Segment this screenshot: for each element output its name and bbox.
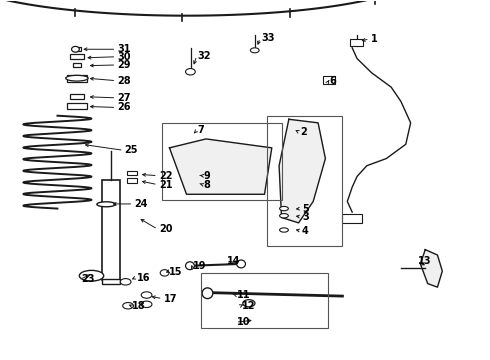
- Ellipse shape: [250, 48, 259, 53]
- Text: 8: 8: [203, 180, 211, 190]
- Bar: [73, 47, 81, 51]
- Ellipse shape: [122, 302, 133, 309]
- Bar: [162, 123, 282, 200]
- Bar: [323, 76, 335, 84]
- Ellipse shape: [237, 260, 245, 268]
- Bar: [350, 39, 364, 46]
- Bar: [343, 214, 362, 223]
- Text: 12: 12: [242, 301, 255, 311]
- Text: 9: 9: [203, 171, 210, 181]
- Ellipse shape: [186, 262, 195, 270]
- Bar: [126, 178, 137, 183]
- Bar: [67, 75, 87, 82]
- Ellipse shape: [160, 270, 169, 276]
- Text: 33: 33: [261, 33, 274, 43]
- Bar: [102, 279, 120, 284]
- Text: 19: 19: [193, 261, 206, 271]
- Text: 24: 24: [134, 199, 148, 209]
- Text: 2: 2: [300, 127, 307, 137]
- Ellipse shape: [66, 75, 88, 81]
- Ellipse shape: [243, 300, 255, 307]
- Ellipse shape: [186, 68, 196, 75]
- Ellipse shape: [79, 270, 104, 281]
- Bar: [73, 63, 81, 67]
- Text: 10: 10: [237, 317, 250, 327]
- Text: 27: 27: [117, 93, 131, 103]
- Polygon shape: [170, 139, 272, 194]
- Text: 14: 14: [227, 256, 241, 266]
- Text: 26: 26: [117, 103, 131, 112]
- Ellipse shape: [141, 301, 152, 307]
- Text: 30: 30: [117, 52, 131, 62]
- Text: 32: 32: [198, 51, 211, 61]
- Text: 15: 15: [169, 267, 182, 277]
- Bar: [70, 94, 84, 99]
- Text: 28: 28: [117, 76, 131, 86]
- Text: 16: 16: [137, 273, 150, 283]
- Text: 31: 31: [117, 44, 131, 54]
- Text: 4: 4: [302, 226, 309, 236]
- Text: 22: 22: [159, 171, 172, 181]
- Ellipse shape: [280, 206, 288, 211]
- Text: 11: 11: [237, 290, 250, 300]
- Bar: [102, 180, 120, 280]
- Text: 25: 25: [124, 145, 138, 156]
- Text: 18: 18: [132, 301, 146, 311]
- Text: 23: 23: [81, 274, 94, 284]
- Ellipse shape: [280, 213, 288, 218]
- Text: 1: 1: [371, 34, 377, 44]
- Bar: [70, 54, 84, 59]
- Ellipse shape: [97, 202, 116, 207]
- Bar: [201, 273, 328, 328]
- Text: 6: 6: [330, 76, 337, 86]
- Ellipse shape: [120, 279, 131, 285]
- Bar: [267, 116, 343, 246]
- Text: 3: 3: [302, 212, 309, 222]
- Text: 29: 29: [117, 60, 131, 70]
- Ellipse shape: [141, 292, 152, 298]
- Ellipse shape: [202, 288, 213, 298]
- Text: 20: 20: [159, 224, 172, 234]
- Bar: [126, 171, 137, 175]
- Text: 13: 13: [418, 256, 432, 266]
- Circle shape: [72, 46, 79, 52]
- Text: 5: 5: [302, 203, 309, 213]
- Bar: [67, 103, 87, 109]
- Text: 21: 21: [159, 180, 172, 190]
- Text: 7: 7: [198, 125, 204, 135]
- Polygon shape: [279, 119, 325, 223]
- Polygon shape: [420, 249, 442, 287]
- Text: 17: 17: [164, 294, 177, 303]
- Ellipse shape: [280, 228, 288, 232]
